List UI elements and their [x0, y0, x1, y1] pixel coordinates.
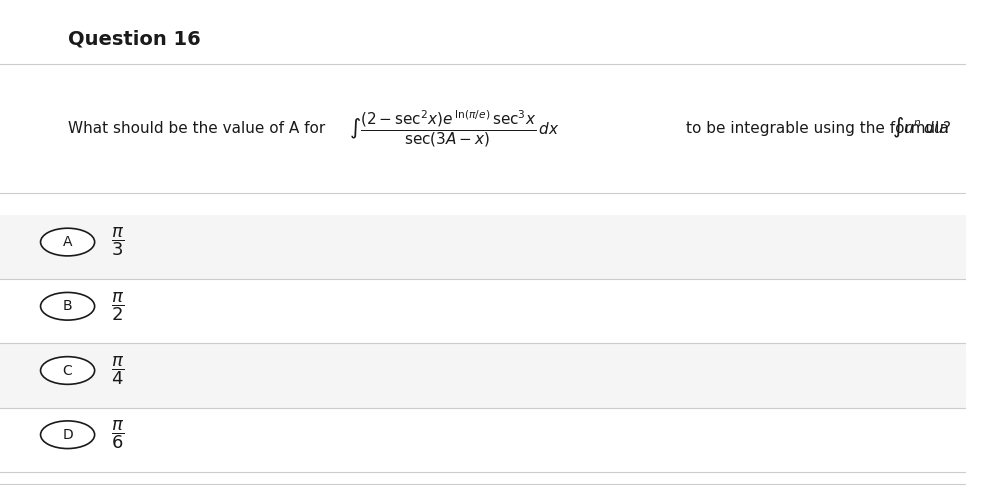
Text: D: D	[62, 428, 73, 442]
Text: B: B	[63, 299, 72, 313]
Text: A: A	[63, 235, 72, 249]
Text: Question 16: Question 16	[67, 30, 200, 48]
Text: $\dfrac{\pi}{2}$: $\dfrac{\pi}{2}$	[111, 290, 124, 323]
Text: $\int \dfrac{\left(2-\sec^2\!x\right)e^{\,\ln(\pi/e)}\,\sec^3\!x}{\sec(3A-x)}\,d: $\int \dfrac{\left(2-\sec^2\!x\right)e^{…	[349, 108, 558, 149]
FancyBboxPatch shape	[0, 215, 965, 279]
Circle shape	[40, 292, 94, 320]
Text: $\dfrac{\pi}{4}$: $\dfrac{\pi}{4}$	[111, 354, 124, 387]
Text: $\dfrac{\pi}{3}$: $\dfrac{\pi}{3}$	[111, 226, 124, 258]
FancyBboxPatch shape	[0, 408, 965, 472]
Circle shape	[40, 357, 94, 384]
Text: $\dfrac{\pi}{6}$: $\dfrac{\pi}{6}$	[111, 418, 124, 451]
Circle shape	[40, 421, 94, 449]
Text: What should be the value of A for: What should be the value of A for	[67, 121, 325, 136]
Text: C: C	[63, 364, 72, 377]
Text: $\int u^n\,du$?: $\int u^n\,du$?	[892, 117, 951, 140]
Text: to be integrable using the formula: to be integrable using the formula	[685, 121, 948, 136]
FancyBboxPatch shape	[0, 343, 965, 408]
Circle shape	[40, 228, 94, 256]
FancyBboxPatch shape	[0, 279, 965, 343]
